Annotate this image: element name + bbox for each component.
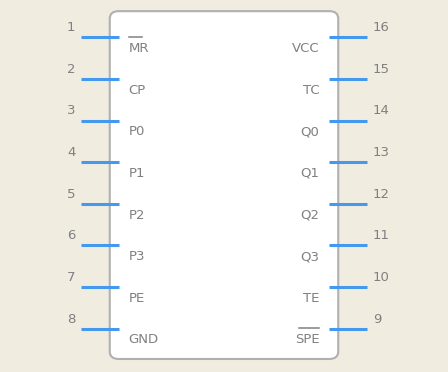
Text: P2: P2 [129, 209, 145, 222]
Text: P3: P3 [129, 250, 145, 263]
Text: 7: 7 [67, 271, 75, 284]
Text: 5: 5 [67, 188, 75, 201]
Text: 3: 3 [67, 105, 75, 118]
Text: 16: 16 [373, 21, 390, 34]
Text: VCC: VCC [292, 42, 319, 55]
Text: 4: 4 [67, 146, 75, 159]
Text: SPE: SPE [295, 333, 319, 346]
Text: PE: PE [129, 292, 145, 305]
Text: 12: 12 [373, 188, 390, 201]
Text: TE: TE [303, 292, 319, 305]
Text: 6: 6 [67, 230, 75, 242]
Text: GND: GND [129, 333, 159, 346]
Text: TC: TC [303, 84, 319, 97]
Text: Q3: Q3 [301, 250, 319, 263]
Text: P0: P0 [129, 125, 145, 138]
FancyBboxPatch shape [110, 11, 338, 359]
Text: 9: 9 [373, 312, 381, 326]
Text: P1: P1 [129, 167, 145, 180]
Text: 1: 1 [67, 21, 75, 34]
Text: Q0: Q0 [301, 125, 319, 138]
Text: 2: 2 [67, 63, 75, 76]
Text: 10: 10 [373, 271, 390, 284]
Text: 15: 15 [373, 63, 390, 76]
Text: CP: CP [129, 84, 146, 97]
Text: Q1: Q1 [301, 167, 319, 180]
Text: MR: MR [129, 42, 149, 55]
Text: Q2: Q2 [301, 209, 319, 222]
Text: 13: 13 [373, 146, 390, 159]
Text: 11: 11 [373, 230, 390, 242]
Text: 8: 8 [67, 312, 75, 326]
Text: 14: 14 [373, 105, 390, 118]
